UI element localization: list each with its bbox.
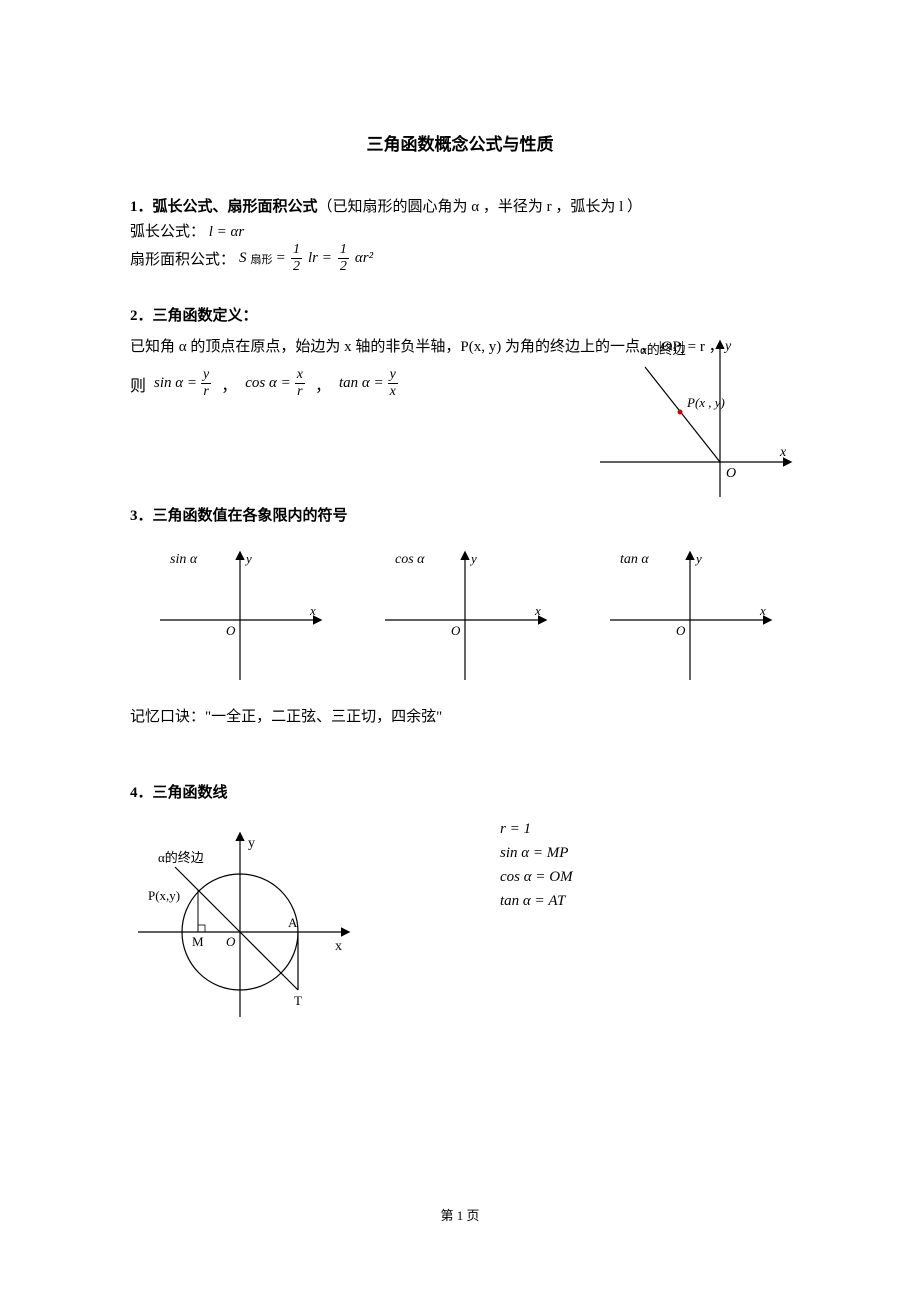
svg-text:x: x — [335, 939, 342, 954]
eq-sin: sin α = MP — [500, 841, 573, 865]
svg-text:y: y — [244, 551, 252, 566]
sec1-line1: 弧长公式： l = αr — [130, 220, 790, 241]
frac-half-1: 1 2 — [291, 243, 302, 274]
sin-def: sin α = yr — [154, 368, 213, 399]
eq-tan: tan α = AT — [500, 889, 573, 913]
page-footer: 第 1 页 — [0, 1205, 920, 1224]
sec4-equations: r = 1 sin α = MP cos α = OM tan α = AT — [500, 817, 573, 913]
svg-text:x: x — [309, 603, 316, 618]
sec1-line2-label: 扇形面积公式： — [130, 248, 235, 269]
eq-cos: cos α = OM — [500, 865, 573, 889]
sec2-diagram: α的终边 P(x , y) y x O — [580, 332, 800, 502]
page-title: 三角函数概念公式与性质 — [130, 130, 790, 155]
cos-def: cos α = xr — [245, 368, 307, 399]
svg-text:x: x — [534, 603, 541, 618]
svg-text:O: O — [226, 623, 236, 638]
quadrant-tan: tan α y x O — [600, 545, 780, 685]
svg-text:y: y — [248, 836, 255, 851]
sec1-mid: lr = — [308, 250, 332, 267]
sec1-head-plain: （已知扇形的圆心角为 α ，半径为 r ，弧长为 l ） — [318, 199, 643, 215]
svg-text:α的终边: α的终边 — [158, 850, 204, 865]
svg-text:O: O — [726, 466, 736, 481]
quadrant-cos: cos α y x O — [375, 545, 555, 685]
eq-r: r = 1 — [500, 817, 573, 841]
unit-circle-diagram: α的终边 P(x,y) M O A T y x — [130, 822, 360, 1022]
sec1-eq: = — [277, 250, 285, 267]
sec1-head-bold: 1．弧长公式、扇形面积公式 — [130, 199, 318, 215]
svg-text:y: y — [469, 551, 477, 566]
svg-text:T: T — [294, 993, 302, 1008]
svg-text:tan α: tan α — [620, 552, 649, 567]
svg-text:O: O — [226, 934, 236, 949]
sec3-diagrams: sin α y x O cos α y x O tan α y x — [150, 545, 780, 685]
sec1-heading: 1．弧长公式、扇形面积公式（已知扇形的圆心角为 α ，半径为 r ，弧长为 l … — [130, 195, 790, 216]
svg-text:P(x,y): P(x,y) — [148, 888, 180, 903]
sec1-S: S — [239, 250, 247, 267]
quadrant-sin: sin α y x O — [150, 545, 330, 685]
svg-text:x: x — [779, 445, 787, 460]
svg-text:M: M — [192, 934, 204, 949]
sec1-S-sub: 扇形 — [251, 251, 273, 267]
sec2-heading: 2．三角函数定义： — [130, 304, 790, 325]
sec1-line1-formula: l = αr — [209, 224, 245, 240]
sec3-mnemonic: 记忆口诀："一全正，二正弦、三正切，四余弦" — [130, 705, 790, 726]
section-4: 4．三角函数线 α的终边 P(x,y) M O A T y x — [130, 781, 790, 1022]
sec4-content: α的终边 P(x,y) M O A T y x r = 1 sin α = MP… — [130, 822, 790, 1022]
section-3: 3．三角函数值在各象限内的符号 sin α y x O cos α y x O — [130, 504, 790, 726]
svg-text:y: y — [723, 339, 732, 354]
section-1: 1．弧长公式、扇形面积公式（已知扇形的圆心角为 α ，半径为 r ，弧长为 l … — [130, 195, 790, 274]
sec1-line1-label: 弧长公式： — [130, 224, 205, 240]
svg-text:P(x , y): P(x , y) — [686, 395, 725, 410]
svg-text:O: O — [451, 623, 461, 638]
frac-half-2: 1 2 — [338, 243, 349, 274]
sec3-heading: 3．三角函数值在各象限内的符号 — [130, 504, 790, 525]
page: 三角函数概念公式与性质 1．弧长公式、扇形面积公式（已知扇形的圆心角为 α ，半… — [0, 0, 920, 1302]
svg-text:y: y — [694, 551, 702, 566]
svg-text:sin α: sin α — [170, 552, 198, 567]
tan-def: tan α = yx — [339, 368, 400, 399]
sec4-heading: 4．三角函数线 — [130, 781, 790, 802]
svg-text:O: O — [676, 623, 686, 638]
svg-text:x: x — [759, 603, 766, 618]
sec1-line2: 扇形面积公式： S扇形 = 1 2 lr = 1 2 αr² — [130, 243, 790, 274]
svg-text:cos α: cos α — [395, 552, 425, 567]
section-2: 2．三角函数定义： 已知角 α 的顶点在原点，始边为 x 轴的非负半轴，P(x,… — [130, 304, 790, 399]
sec2-pre: 则 — [130, 372, 146, 396]
sec1-tail: αr² — [355, 250, 373, 267]
svg-text:A: A — [288, 915, 298, 930]
svg-text:α的终边: α的终边 — [640, 342, 686, 357]
